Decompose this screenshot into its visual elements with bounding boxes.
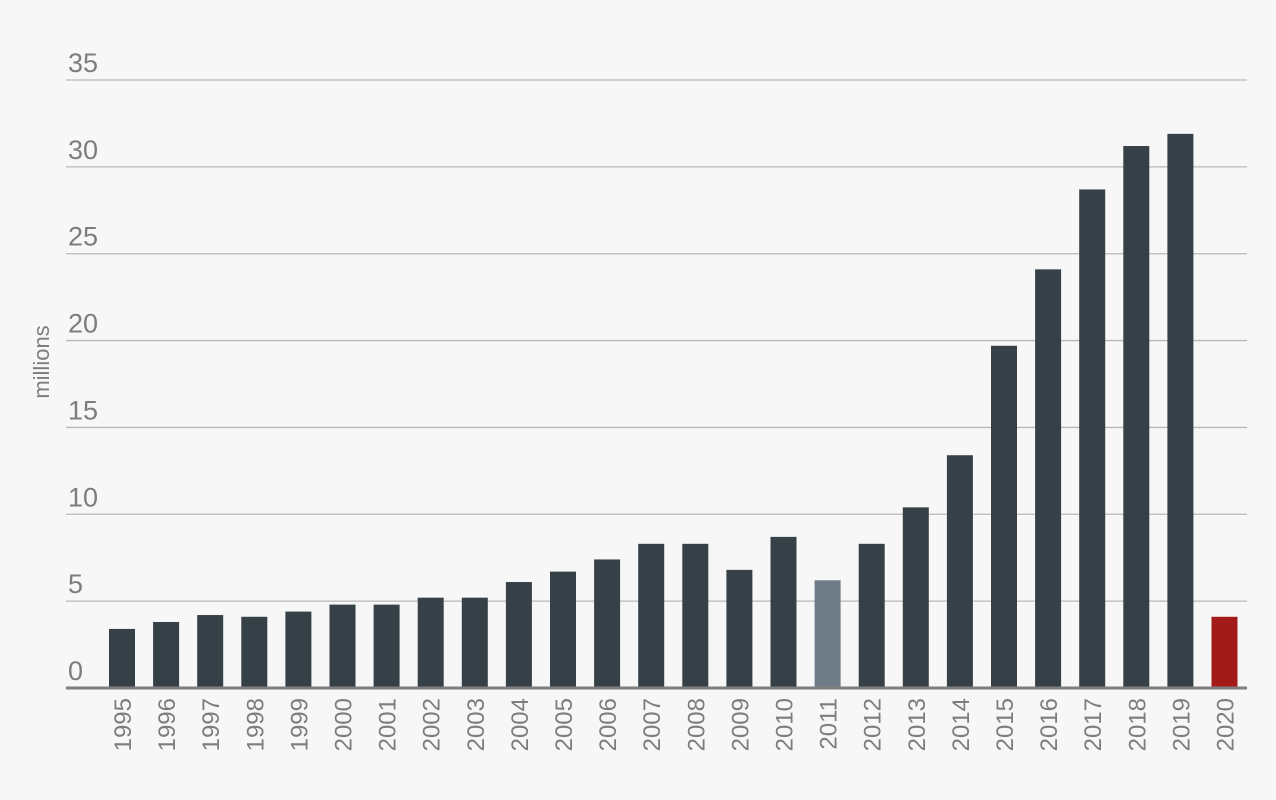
y-tick-label: 10 <box>68 482 98 512</box>
bar-2009 <box>726 569 753 688</box>
y-tick-label: 0 <box>68 656 83 686</box>
bar-2015 <box>991 345 1017 688</box>
x-tick-label: 2000 <box>331 698 358 751</box>
x-tick-label: 2015 <box>992 698 1019 751</box>
bar-2010 <box>770 536 797 688</box>
bar-2017 <box>1079 189 1106 688</box>
y-tick-label: 5 <box>68 569 83 599</box>
x-tick-label: 2017 <box>1080 698 1107 751</box>
x-tick-label: 2008 <box>683 698 710 751</box>
bar-2019 <box>1167 133 1194 688</box>
bar-2020 <box>1211 616 1238 688</box>
bar-1997 <box>197 615 224 688</box>
x-tick-label: 2019 <box>1168 698 1195 751</box>
bar-1996 <box>153 621 180 688</box>
x-tick-label: 2004 <box>507 698 534 751</box>
bar-2013 <box>902 507 929 688</box>
y-axis-label: millions <box>29 325 54 398</box>
x-tick-label: 1996 <box>154 698 181 751</box>
gridlines <box>66 79 1247 602</box>
bar-2004 <box>505 582 532 688</box>
x-tick-label: 2018 <box>1124 698 1151 751</box>
bar-2006 <box>594 559 621 688</box>
x-tick-label: 2013 <box>904 698 931 751</box>
y-tick-label: 15 <box>68 395 98 425</box>
x-tick-label: 2014 <box>948 698 975 751</box>
bar-1998 <box>241 616 268 688</box>
bar-2016 <box>1035 269 1062 688</box>
x-tick-label: 2002 <box>419 698 446 751</box>
x-tick-label: 2011 <box>816 698 843 750</box>
bar-2002 <box>417 597 444 688</box>
y-tick-label: 30 <box>68 135 98 165</box>
bar-2014 <box>946 455 973 688</box>
x-tick-label: 2016 <box>1036 698 1063 751</box>
x-axis-ticks: 1995 1996 1997 1998 1999 2000 2001 2002 2003 2004… <box>110 698 1240 751</box>
x-tick-label: 1997 <box>198 698 225 751</box>
bar-1999 <box>285 611 312 688</box>
bar-2007 <box>638 543 665 688</box>
bar-1995 <box>109 628 135 688</box>
x-tick-label: 2010 <box>772 698 799 751</box>
x-tick-label: 2003 <box>463 698 490 751</box>
y-tick-label: 25 <box>68 222 98 252</box>
bar-2018 <box>1123 146 1150 689</box>
x-tick-label: 2009 <box>727 698 754 751</box>
bar-2001 <box>373 604 400 688</box>
y-axis-ticks: 0 5 10 15 20 25 30 35 <box>68 48 98 686</box>
x-tick-label: 2005 <box>551 698 578 751</box>
x-tick-label: 1999 <box>286 698 313 751</box>
x-tick-label: 2012 <box>860 698 887 751</box>
x-tick-label: 1995 <box>110 698 137 751</box>
bar-2011 <box>814 580 841 688</box>
bar-2005 <box>550 571 576 688</box>
x-tick-label: 2007 <box>639 698 666 751</box>
x-tick-label: 2006 <box>595 698 622 751</box>
bars <box>109 133 1238 689</box>
x-tick-label: 2020 <box>1213 698 1240 751</box>
bar-2003 <box>461 597 488 688</box>
x-tick-label: 2001 <box>375 698 402 751</box>
bar-2008 <box>682 543 709 688</box>
bar-2012 <box>858 543 885 688</box>
bar-2000 <box>329 604 356 688</box>
y-tick-label: 35 <box>68 48 98 78</box>
x-tick-label: 1998 <box>242 698 269 751</box>
y-tick-label: 20 <box>68 309 98 339</box>
